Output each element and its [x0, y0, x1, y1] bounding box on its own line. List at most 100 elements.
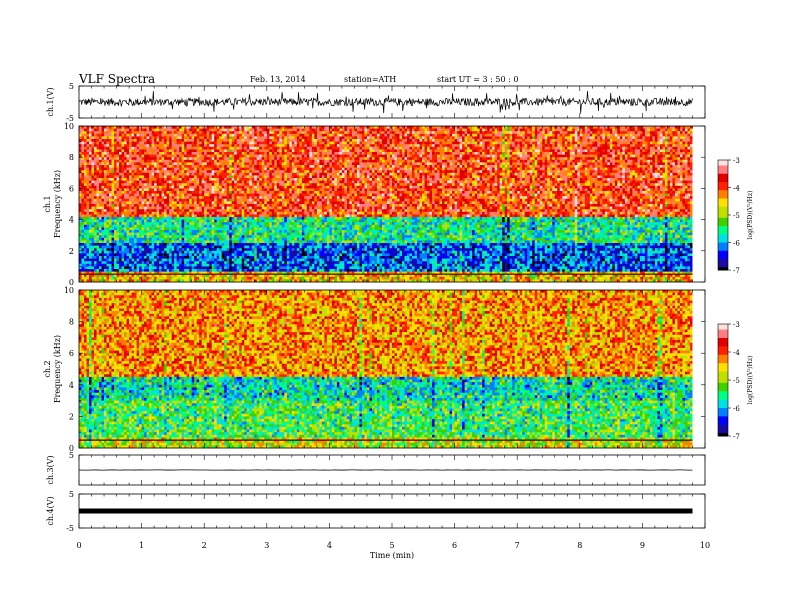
spectrogram-cell [277, 201, 280, 204]
spectrogram-cell [169, 204, 172, 207]
spectrogram-cell [269, 155, 272, 158]
spectrogram-cell [172, 212, 175, 215]
spectrogram-cell [99, 266, 102, 269]
spectrogram-cell [182, 152, 185, 155]
spectrogram-cell [267, 144, 270, 147]
spectrogram-cell [127, 217, 130, 220]
spectrogram-cell [114, 136, 117, 139]
spectrogram-cell [274, 157, 277, 160]
spectrogram-cell [247, 240, 250, 243]
spectrogram-cell [122, 248, 125, 251]
spectrogram-cell [242, 149, 245, 152]
spectrogram-cell [257, 170, 260, 173]
spectrogram-cell [129, 248, 132, 251]
spectrogram-cell [99, 256, 102, 259]
spectrogram-cell [179, 259, 182, 262]
spectrogram-cell [264, 142, 267, 145]
spectrogram-cell [259, 204, 262, 207]
spectrogram-cell [184, 214, 187, 217]
spectrogram-cell [172, 233, 175, 236]
spectrogram-cell [179, 178, 182, 181]
spectrogram-cell [207, 131, 210, 134]
spectrogram-cell [229, 147, 232, 150]
spectrogram-cell [102, 144, 105, 147]
spectrogram-cell [247, 209, 250, 212]
spectrogram-cell [99, 144, 102, 147]
spectrogram-cell [267, 142, 270, 145]
spectrogram-cell [164, 217, 167, 220]
spectrogram-cell [262, 142, 265, 145]
spectrogram-cell [262, 238, 265, 241]
spectrogram-cell [112, 186, 115, 189]
spectrogram-cell [167, 160, 170, 163]
spectrogram-cell [249, 131, 252, 134]
spectrogram-cell [189, 235, 192, 238]
spectrogram-cell [129, 201, 132, 204]
spectrogram-cell [137, 256, 140, 259]
spectrogram-cell [249, 259, 252, 262]
spectrogram-cell [259, 227, 262, 230]
spectrogram-cell [237, 149, 240, 152]
spectrogram-cell [154, 194, 157, 197]
spectrogram-cell [139, 233, 142, 236]
spectrogram-cell [92, 188, 95, 191]
spectrogram-cell [169, 246, 172, 249]
spectrogram-cell [267, 183, 270, 186]
spectrogram-cell [127, 266, 130, 269]
spectrogram-cell [222, 162, 225, 165]
spectrogram-cell [269, 173, 272, 176]
spectrogram-cell [92, 201, 95, 204]
spectrogram-cell [259, 155, 262, 158]
spectrogram-cell [177, 251, 180, 254]
spectrogram-cell [164, 139, 167, 142]
spectrogram-cell [249, 246, 252, 249]
spectrogram-cell [84, 261, 87, 264]
spectrogram-cell [94, 142, 97, 145]
spectrogram-cell [87, 194, 90, 197]
spectrogram-cell [217, 225, 220, 228]
spectrogram-cell [99, 204, 102, 207]
spectrogram-cell [99, 152, 102, 155]
spectrogram-cell [154, 157, 157, 160]
spectrogram-cell [264, 225, 267, 228]
spectrogram-cell [274, 212, 277, 215]
spectrogram-cell [107, 233, 110, 236]
spectrogram-cell [117, 266, 120, 269]
spectrogram-cell [164, 277, 167, 280]
spectrogram-cell [239, 147, 242, 150]
spectrogram-cell [117, 230, 120, 233]
spectrogram-cell [134, 240, 137, 243]
spectrogram-cell [159, 181, 162, 184]
spectrogram-cell [227, 181, 230, 184]
spectrogram-cell [157, 201, 160, 204]
spectrogram-cell [112, 181, 115, 184]
spectrogram-cell [129, 175, 132, 178]
spectrogram-cell [172, 186, 175, 189]
spectrogram-cell [219, 157, 222, 160]
spectrogram-cell [124, 126, 127, 129]
spectrogram-cell [147, 253, 150, 256]
spectrogram-cell [172, 168, 175, 171]
spectrogram-cell [209, 160, 212, 163]
spectrogram-cell [112, 256, 115, 259]
spectrogram-cell [129, 170, 132, 173]
spectrogram-cell [272, 155, 275, 158]
spectrogram-cell [157, 129, 160, 132]
spectrogram-cell [87, 183, 90, 186]
spectrogram-cell [217, 243, 220, 246]
spectrogram-cell [264, 134, 267, 137]
spectrogram-cell [232, 230, 235, 233]
spectrogram-cell [122, 152, 125, 155]
spectrogram-cell [214, 157, 217, 160]
spectrogram-cell [244, 157, 247, 160]
spectrogram-cell [139, 134, 142, 137]
spectrogram-cell [277, 142, 280, 145]
spectrogram-cell [212, 266, 215, 269]
spectrogram-cell [177, 261, 180, 264]
spectrogram-cell [249, 196, 252, 199]
spectrogram-cell [259, 191, 262, 194]
spectrogram-cell [102, 155, 105, 158]
spectrogram-cell [217, 201, 220, 204]
spectrogram-cell [247, 217, 250, 220]
spectrogram-cell [262, 175, 265, 178]
